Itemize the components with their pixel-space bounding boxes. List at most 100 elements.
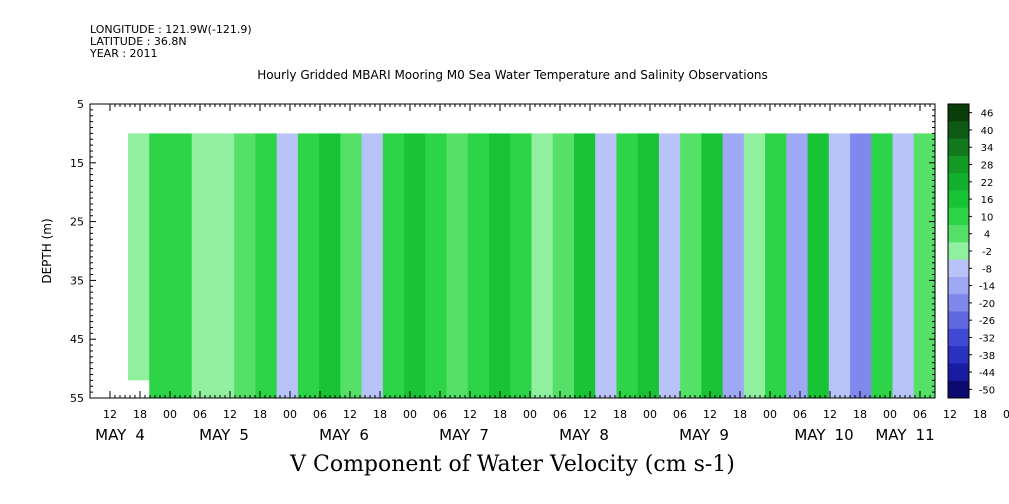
x-hour-label: 00 [763, 408, 777, 421]
heatmap-column [807, 133, 830, 398]
heatmap-cells [128, 133, 936, 398]
heatmap-column [892, 133, 915, 398]
x-day-number: 7 [479, 426, 489, 444]
x-day-number: 10 [835, 426, 854, 444]
heatmap-column [446, 133, 469, 398]
heatmap-column [319, 133, 341, 398]
heatmap-column [234, 133, 257, 398]
x-hour-label: 00 [523, 408, 537, 421]
heatmap-column [765, 133, 787, 398]
colorbar-label: -50 [979, 385, 995, 396]
colorbar-swatch [948, 121, 969, 140]
colorbar-label: -44 [979, 368, 995, 379]
x-day-month: MAY [439, 426, 471, 444]
colorbar-label: 4 [984, 230, 990, 241]
colorbar-label: 16 [981, 195, 994, 206]
station-metadata: LONGITUDE : 121.9W(-121.9) LATITUDE : 36… [90, 24, 252, 60]
chart-title: Hourly Gridded MBARI Mooring M0 Sea Wate… [257, 68, 768, 82]
heatmap-column [297, 133, 320, 398]
x-day-number: 11 [916, 426, 935, 444]
heatmap-column [573, 133, 596, 398]
colorbar: 46 40 34 28 22 16 10 4 -2 -8 -14 -20 -26 -32 -38 -44 -50 [947, 103, 995, 399]
colorbar-label: 40 [981, 126, 994, 137]
colorbar-swatch [948, 155, 969, 174]
heatmap-column [489, 133, 511, 398]
x-day-number: 8 [599, 426, 609, 444]
heatmap-column [212, 133, 235, 398]
heatmap-column [340, 133, 363, 398]
colorbar-label: 46 [981, 109, 994, 120]
colorbar-label: -38 [979, 351, 995, 362]
x-day-label: MAY 7 [439, 426, 489, 444]
x-hour-label: 18 [493, 408, 507, 421]
x-hour-label: 12 [583, 408, 597, 421]
y-tick-label: 55 [70, 392, 84, 405]
x-hour-label: 18 [973, 408, 987, 421]
y-tick-label: 35 [70, 274, 84, 287]
colorbar-label: -2 [982, 247, 992, 258]
y-axis-label: DEPTH (m) [40, 218, 54, 283]
x-day-month: MAY [319, 426, 351, 444]
heatmap-column [382, 133, 405, 398]
heatmap-column [850, 133, 872, 398]
heatmap-column [510, 133, 533, 398]
heatmap-column [743, 133, 766, 398]
heatmap-column [531, 133, 554, 398]
x-hour-label: 00 [403, 408, 417, 421]
x-hour-label: 12 [223, 408, 237, 421]
y-tick-label: 45 [70, 333, 84, 346]
heatmap-column [552, 133, 575, 398]
colorbar-label: 34 [981, 143, 994, 154]
colorbar-label: -26 [979, 316, 995, 327]
colorbar-label: 22 [981, 178, 994, 189]
x-axis-label: V Component of Water Velocity (cm s-1) [290, 452, 735, 477]
colorbar-label: -32 [979, 333, 995, 344]
x-day-number: 9 [719, 426, 729, 444]
x-hour-label: 06 [313, 408, 327, 421]
x-hour-label: 06 [433, 408, 447, 421]
x-hour-label: 12 [943, 408, 957, 421]
colorbar-swatch [948, 294, 969, 313]
x-hour-label: 18 [733, 408, 747, 421]
heatmap-column [701, 133, 724, 398]
colorbar-swatch [948, 311, 969, 330]
x-day-month: MAY [875, 426, 907, 444]
colorbar-label: -20 [979, 299, 995, 310]
heatmap-column [616, 133, 639, 398]
colorbar-swatch [948, 207, 969, 226]
x-day-label: MAY 5 [199, 426, 249, 444]
x-hour-label: 00 [643, 408, 657, 421]
x-day-month: MAY [559, 426, 591, 444]
heatmap-column [913, 133, 936, 398]
heatmap-column [191, 133, 214, 398]
heatmap-column [170, 133, 193, 398]
colorbar-swatch [948, 346, 969, 364]
heatmap-column [722, 133, 745, 398]
x-hour-label: 12 [703, 408, 717, 421]
colorbar-swatch [948, 259, 969, 278]
longitude-label: LONGITUDE : 121.9W(-121.9) [90, 23, 252, 36]
heatmap-column [828, 133, 851, 398]
heatmap-column [467, 133, 490, 398]
x-day-month: MAY [199, 426, 231, 444]
x-hour-label: 18 [133, 408, 147, 421]
x-day-number: 4 [135, 426, 145, 444]
x-hour-label: 00 [1003, 408, 1009, 421]
colorbar-label: -8 [982, 264, 992, 275]
colorbar-swatch [948, 380, 969, 399]
y-tick-label: 15 [70, 157, 84, 170]
colorbar-label: -14 [979, 282, 995, 293]
x-hour-label: 06 [913, 408, 927, 421]
x-hour-label: 12 [343, 408, 357, 421]
year-label: YEAR : 2011 [90, 47, 158, 60]
x-day-label: MAY 9 [679, 426, 729, 444]
heatmap-column [680, 133, 702, 398]
heatmap-column [361, 133, 384, 398]
x-day-label: MAY 10 [794, 426, 853, 444]
x-hour-label: 06 [673, 408, 687, 421]
y-tick-label: 25 [70, 216, 84, 229]
heatmap-column [637, 133, 660, 398]
colorbar-swatch [948, 225, 969, 243]
x-hour-label: 18 [253, 408, 267, 421]
